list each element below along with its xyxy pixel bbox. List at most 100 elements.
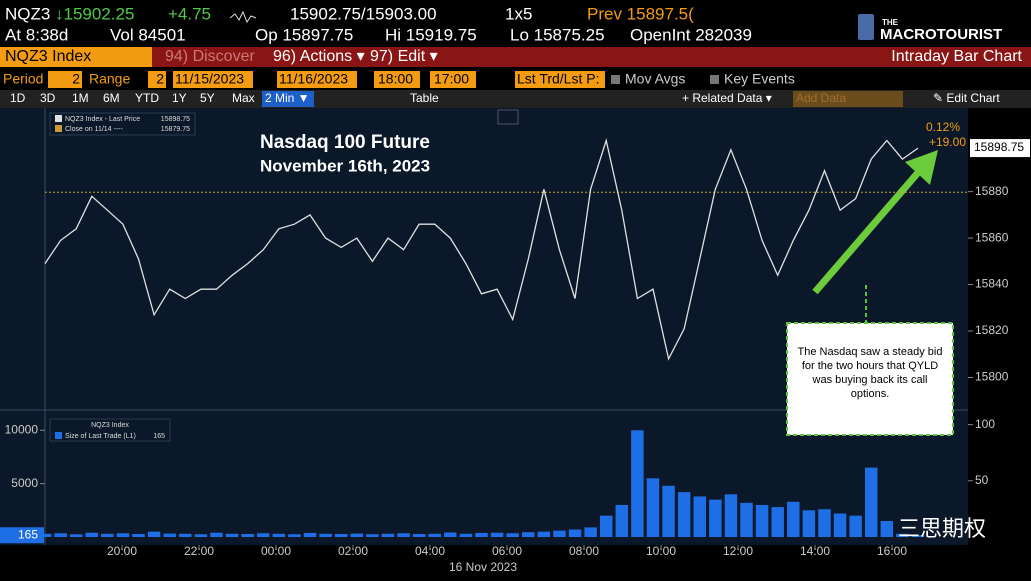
volume-bar <box>412 534 426 537</box>
annotation: The Nasdaq saw a steady bid for the two … <box>797 346 943 400</box>
volume-bar <box>896 533 909 537</box>
x-tick-label: 20:00 <box>107 544 137 558</box>
table-button[interactable]: Table <box>410 91 439 105</box>
volume-bar <box>709 499 722 537</box>
volume-bar <box>366 534 379 537</box>
period-label: Period <box>3 71 43 87</box>
y-tick-label: 15800 <box>975 370 1009 384</box>
range-button[interactable]: Max <box>232 91 255 105</box>
toolbar <box>0 90 1031 108</box>
legend-swatch <box>55 115 62 122</box>
range-button[interactable]: 6M <box>103 91 120 105</box>
checkbox[interactable] <box>710 75 719 84</box>
volume-bar <box>54 533 67 537</box>
legend-entry: Size of Last Trade (L1) <box>65 433 136 440</box>
volume-bar <box>693 496 706 537</box>
start-date[interactable]: 11/15/2023 <box>175 71 244 87</box>
menu-item[interactable]: 94) Discover <box>165 48 255 65</box>
x-tick-label: 16:00 <box>877 544 907 558</box>
add-data-box <box>793 91 903 107</box>
size: 1x5 <box>505 4 532 23</box>
related-data[interactable]: + Related Data ▾ <box>682 91 772 105</box>
menu-item[interactable]: 97) Edit ▾ <box>370 48 438 65</box>
volume-bar <box>490 532 504 537</box>
x-axis-area <box>0 545 968 576</box>
range[interactable]: 2 <box>156 71 164 87</box>
volume-bar <box>787 501 800 537</box>
volume-bar <box>740 502 753 537</box>
volume-bar <box>599 515 613 537</box>
input-box <box>48 71 82 88</box>
volume-bar <box>428 533 441 537</box>
legend-swatch <box>55 125 62 132</box>
range-button[interactable]: 1Y <box>172 91 187 105</box>
volume-bar <box>381 533 395 537</box>
arrow-head <box>905 150 938 185</box>
checkbox[interactable] <box>611 75 620 84</box>
volume-bar <box>880 520 894 537</box>
volume-bar <box>646 478 660 537</box>
range-button[interactable]: YTD <box>135 91 159 105</box>
end-date[interactable]: 11/16/2023 <box>279 71 348 87</box>
x-tick-label: 08:00 <box>569 544 599 558</box>
field[interactable]: Lst Trd/Lst P: <box>517 71 599 87</box>
input-box <box>515 71 605 88</box>
menu-item[interactable]: 96) Actions ▾ <box>273 48 365 65</box>
legend-value: 165 <box>153 433 165 440</box>
volume-bar <box>334 534 348 537</box>
x-tick-label: 02:00 <box>338 544 368 558</box>
volume-bar <box>210 532 223 537</box>
volume-bar <box>631 430 644 537</box>
edit-chart[interactable]: ✎ Edit Chart <box>933 91 1000 105</box>
change-pct: 0.12% <box>926 120 960 134</box>
volume-bar <box>553 530 566 537</box>
range-button[interactable]: 3D <box>40 91 56 105</box>
range-button[interactable]: 1M <box>72 91 89 105</box>
volume-bar <box>241 534 254 537</box>
end-time[interactable]: 17:00 <box>434 71 469 87</box>
option[interactable]: Mov Avgs <box>625 71 685 87</box>
volume-legend <box>49 418 171 442</box>
range-label: Range <box>89 71 130 87</box>
volume-bar <box>225 533 239 537</box>
volume-bar <box>194 534 208 537</box>
volume-bar <box>397 533 410 537</box>
x-tick-label: 22:00 <box>184 544 214 558</box>
legend-swatch <box>55 432 62 439</box>
last-volume-tag <box>0 527 44 544</box>
last-tag-value: 15898.75 <box>974 140 1024 154</box>
volume-bar <box>303 532 317 537</box>
y-tick-label: 15840 <box>975 277 1009 291</box>
volume-bar <box>849 515 862 537</box>
watermark: 三思期权 <box>898 516 986 541</box>
volume-bar <box>147 531 161 537</box>
option[interactable]: Key Events <box>724 71 795 87</box>
volume-bar <box>537 531 551 537</box>
last-volume-label: 165 <box>18 527 38 541</box>
x-tick-label: 06:00 <box>492 544 522 558</box>
logo-small: THE <box>882 18 899 27</box>
view-name: Intraday Bar Chart <box>891 48 1022 65</box>
range-button[interactable]: 5Y <box>200 91 215 105</box>
annotation-text: The Nasdaq saw a steady bid for the two … <box>797 346 943 400</box>
period[interactable]: 2 <box>72 71 80 87</box>
volume-bar <box>677 492 691 537</box>
stat-low: Lo 15875.25 <box>510 25 605 44</box>
y2-tick-label: 100 <box>975 417 995 431</box>
range-button[interactable]: 1D <box>10 91 26 105</box>
volume-bar <box>101 533 114 537</box>
frequency[interactable]: 2 Min ▼ <box>265 91 310 105</box>
volume-bar <box>802 510 816 537</box>
add-data[interactable]: Add Data <box>796 91 846 105</box>
volume-bar <box>257 533 270 537</box>
ticker: NQZ3 <box>5 4 50 23</box>
volume-bar <box>272 533 286 537</box>
input-box <box>374 71 420 88</box>
x-tick-label: 00:00 <box>261 544 291 558</box>
volume-bar <box>38 533 52 537</box>
start-time[interactable]: 18:00 <box>378 71 413 87</box>
volume-bar <box>864 467 878 537</box>
chart-icon <box>497 109 519 125</box>
volume-bar <box>85 532 99 537</box>
input-box <box>173 71 253 88</box>
